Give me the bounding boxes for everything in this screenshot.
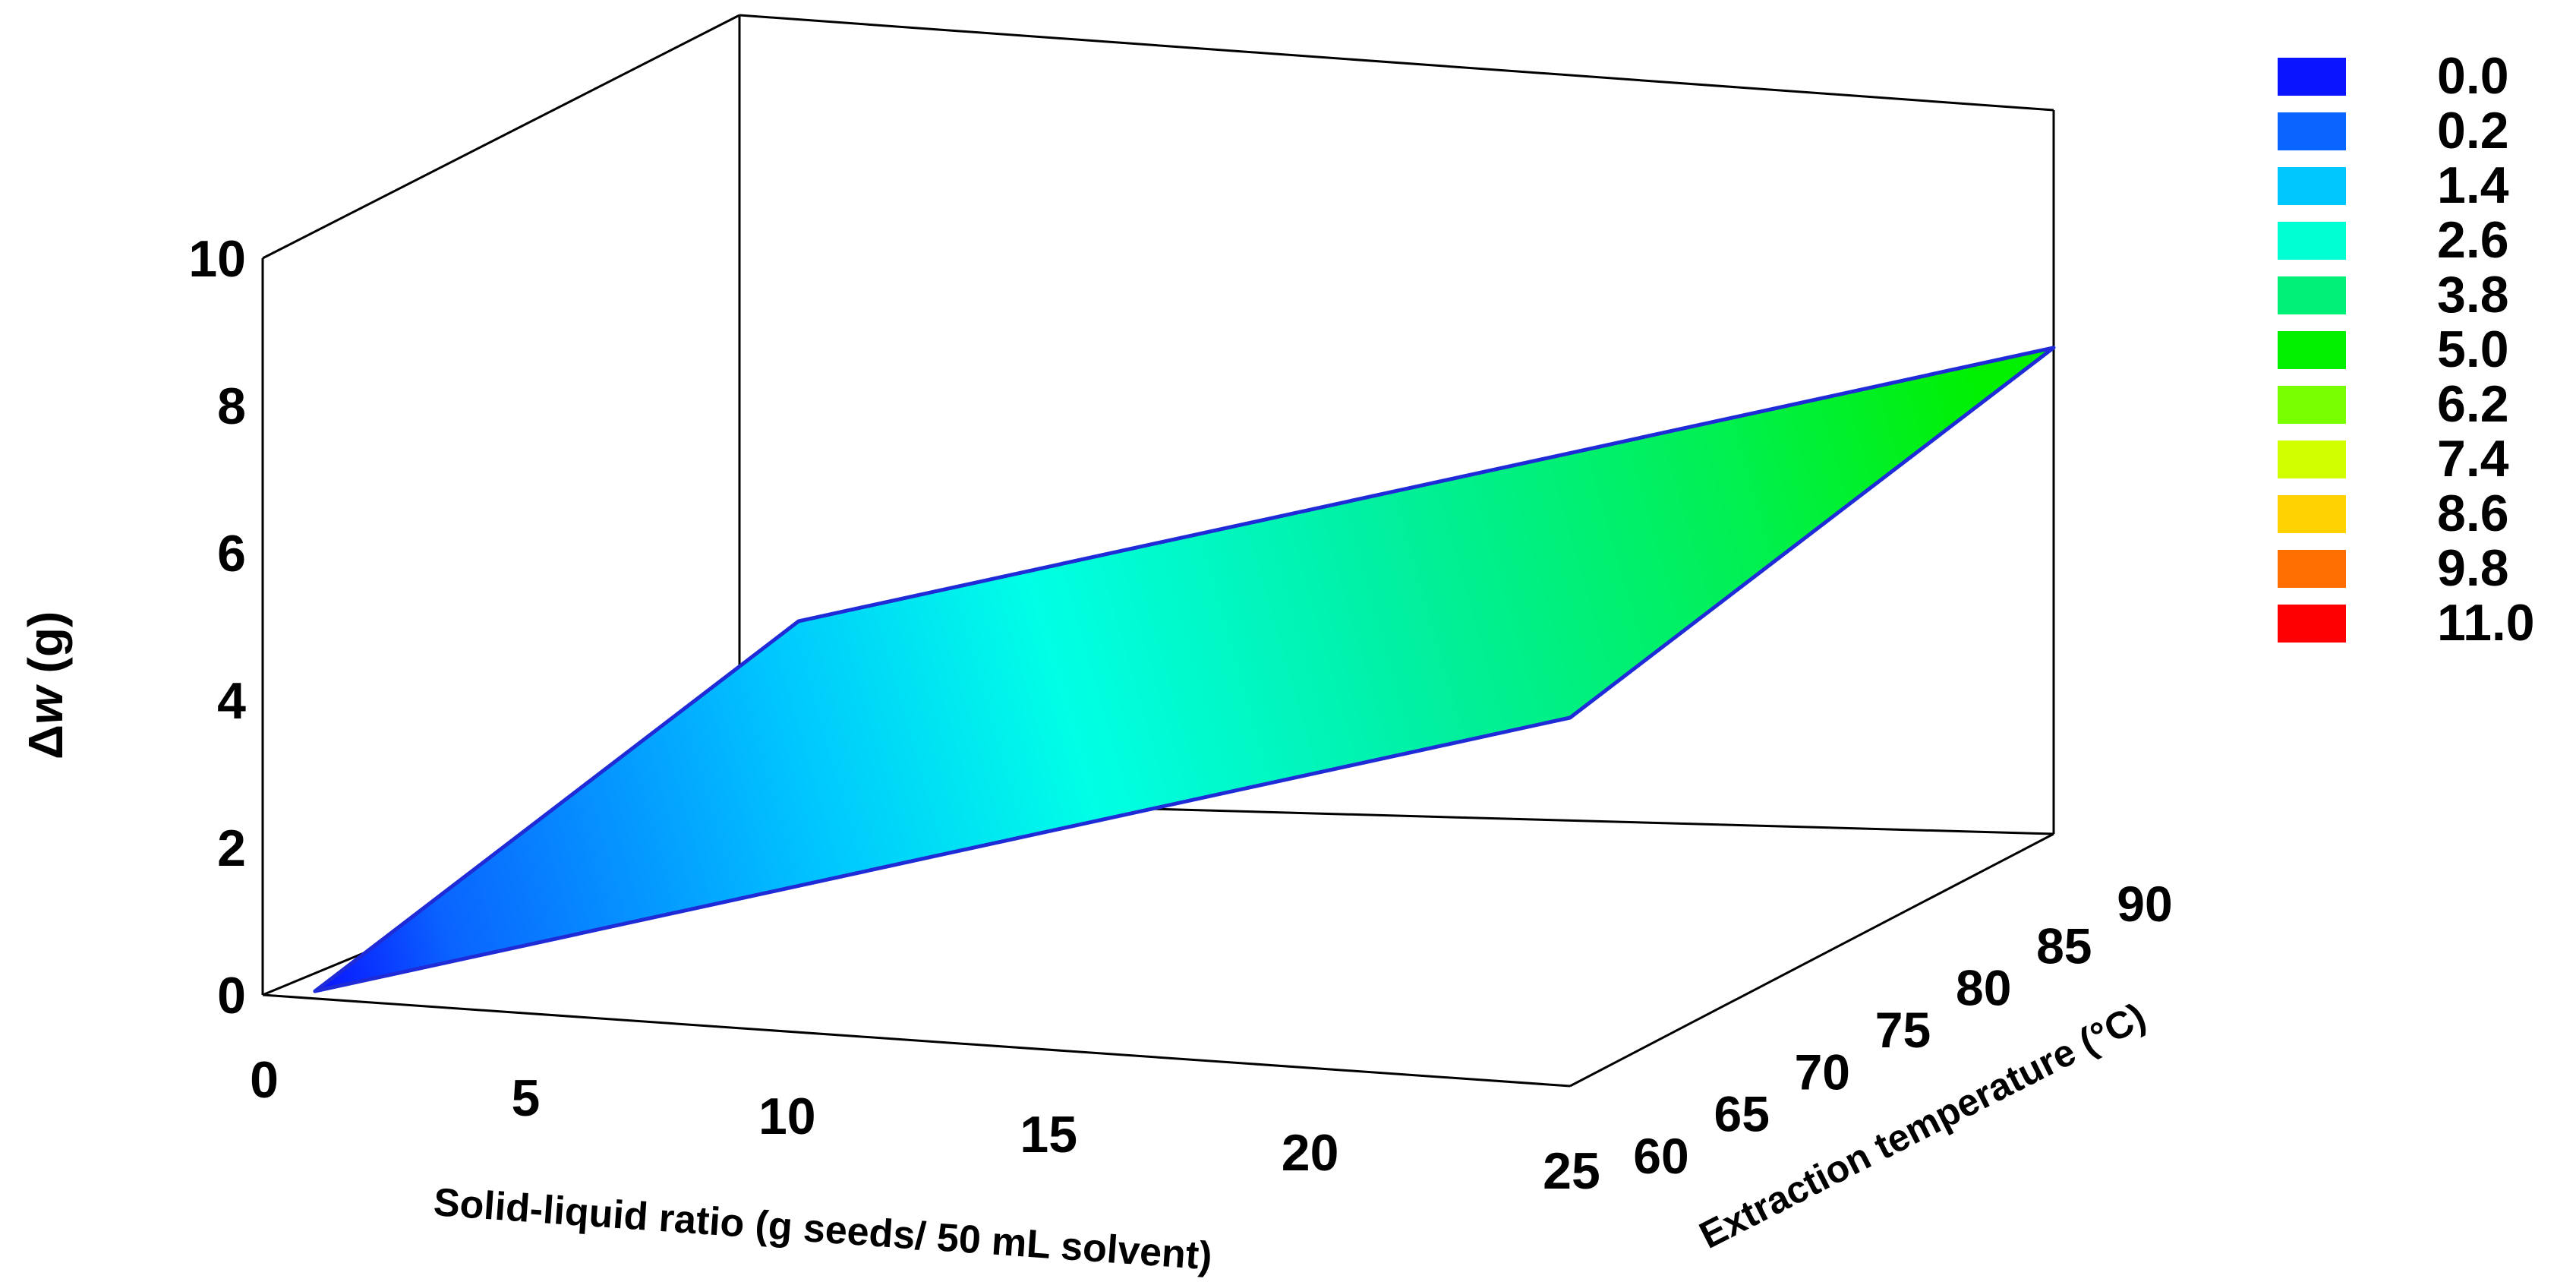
response-surface — [313, 346, 2056, 993]
box-line-top-back — [739, 14, 2054, 112]
z-tick-label: 0 — [217, 967, 246, 1025]
x-tick-label: 5 — [511, 1069, 540, 1127]
y-tick-label: 85 — [2036, 917, 2092, 974]
legend-swatch — [2278, 331, 2346, 369]
x-tick-label: 20 — [1282, 1124, 1339, 1182]
legend-swatch — [2278, 386, 2346, 424]
z-tick-label: 10 — [188, 230, 246, 288]
z-tick-label: 8 — [217, 377, 246, 435]
z-tick-label: 4 — [217, 672, 246, 730]
z-axis-title-var: w — [18, 684, 73, 725]
legend-swatch — [2278, 112, 2346, 150]
z-tick-label: 6 — [217, 525, 246, 583]
z-axis-title-prefix: Δ — [18, 725, 73, 759]
y-tick-label: 60 — [1633, 1128, 1688, 1184]
x-axis-title: Solid-liquid ratio (g seeds/ 50 mL solve… — [432, 1180, 1213, 1279]
z-axis-title-suffix: (g) — [18, 611, 73, 687]
legend-swatch — [2278, 605, 2346, 643]
legend-label: 5.0 — [2437, 320, 2509, 378]
z-tick-label: 2 — [217, 819, 246, 877]
box-line-top-left — [262, 14, 740, 260]
box-line-x-axis — [262, 993, 1571, 1088]
legend-label: 11.0 — [2437, 594, 2535, 652]
y-tick-label: 90 — [2117, 876, 2172, 932]
legend: 0.00.21.42.63.85.06.27.48.69.811.0 — [2278, 47, 2535, 652]
box-line-y-axis — [1569, 832, 2054, 1088]
y-tick-label: 80 — [1956, 960, 2011, 1016]
legend-label: 8.6 — [2437, 485, 2509, 542]
legend-swatch — [2278, 440, 2346, 478]
legend-swatch — [2278, 167, 2346, 205]
legend-label: 2.6 — [2437, 211, 2509, 269]
legend-label: 9.8 — [2437, 539, 2509, 597]
legend-label: 6.2 — [2437, 375, 2509, 433]
y-tick-label: 65 — [1714, 1086, 1769, 1142]
x-tick-label: 15 — [1020, 1106, 1077, 1164]
y-axis-ticks: 60 65 70 75 80 85 90 — [1633, 876, 2172, 1184]
legend-label: 1.4 — [2437, 156, 2509, 214]
legend-label: 0.0 — [2437, 47, 2509, 105]
z-axis-title: Δw (g) — [18, 611, 73, 759]
x-tick-label: 25 — [1543, 1142, 1600, 1200]
y-tick-label: 70 — [1795, 1044, 1850, 1100]
legend-label: 0.2 — [2437, 102, 2509, 159]
x-tick-label: 0 — [250, 1051, 279, 1109]
x-tick-label: 10 — [758, 1088, 816, 1145]
y-tick-label: 75 — [1875, 1002, 1931, 1058]
legend-swatch — [2278, 222, 2346, 260]
x-axis-ticks: 0 5 10 15 20 25 — [250, 1051, 1600, 1200]
legend-label: 3.8 — [2437, 266, 2509, 324]
legend-swatch — [2278, 550, 2346, 588]
legend-swatch — [2278, 276, 2346, 314]
legend-swatch — [2278, 495, 2346, 533]
legend-label: 7.4 — [2437, 430, 2509, 488]
legend-swatch — [2278, 58, 2346, 96]
z-axis-ticks: 0 2 4 6 8 10 — [188, 230, 246, 1025]
